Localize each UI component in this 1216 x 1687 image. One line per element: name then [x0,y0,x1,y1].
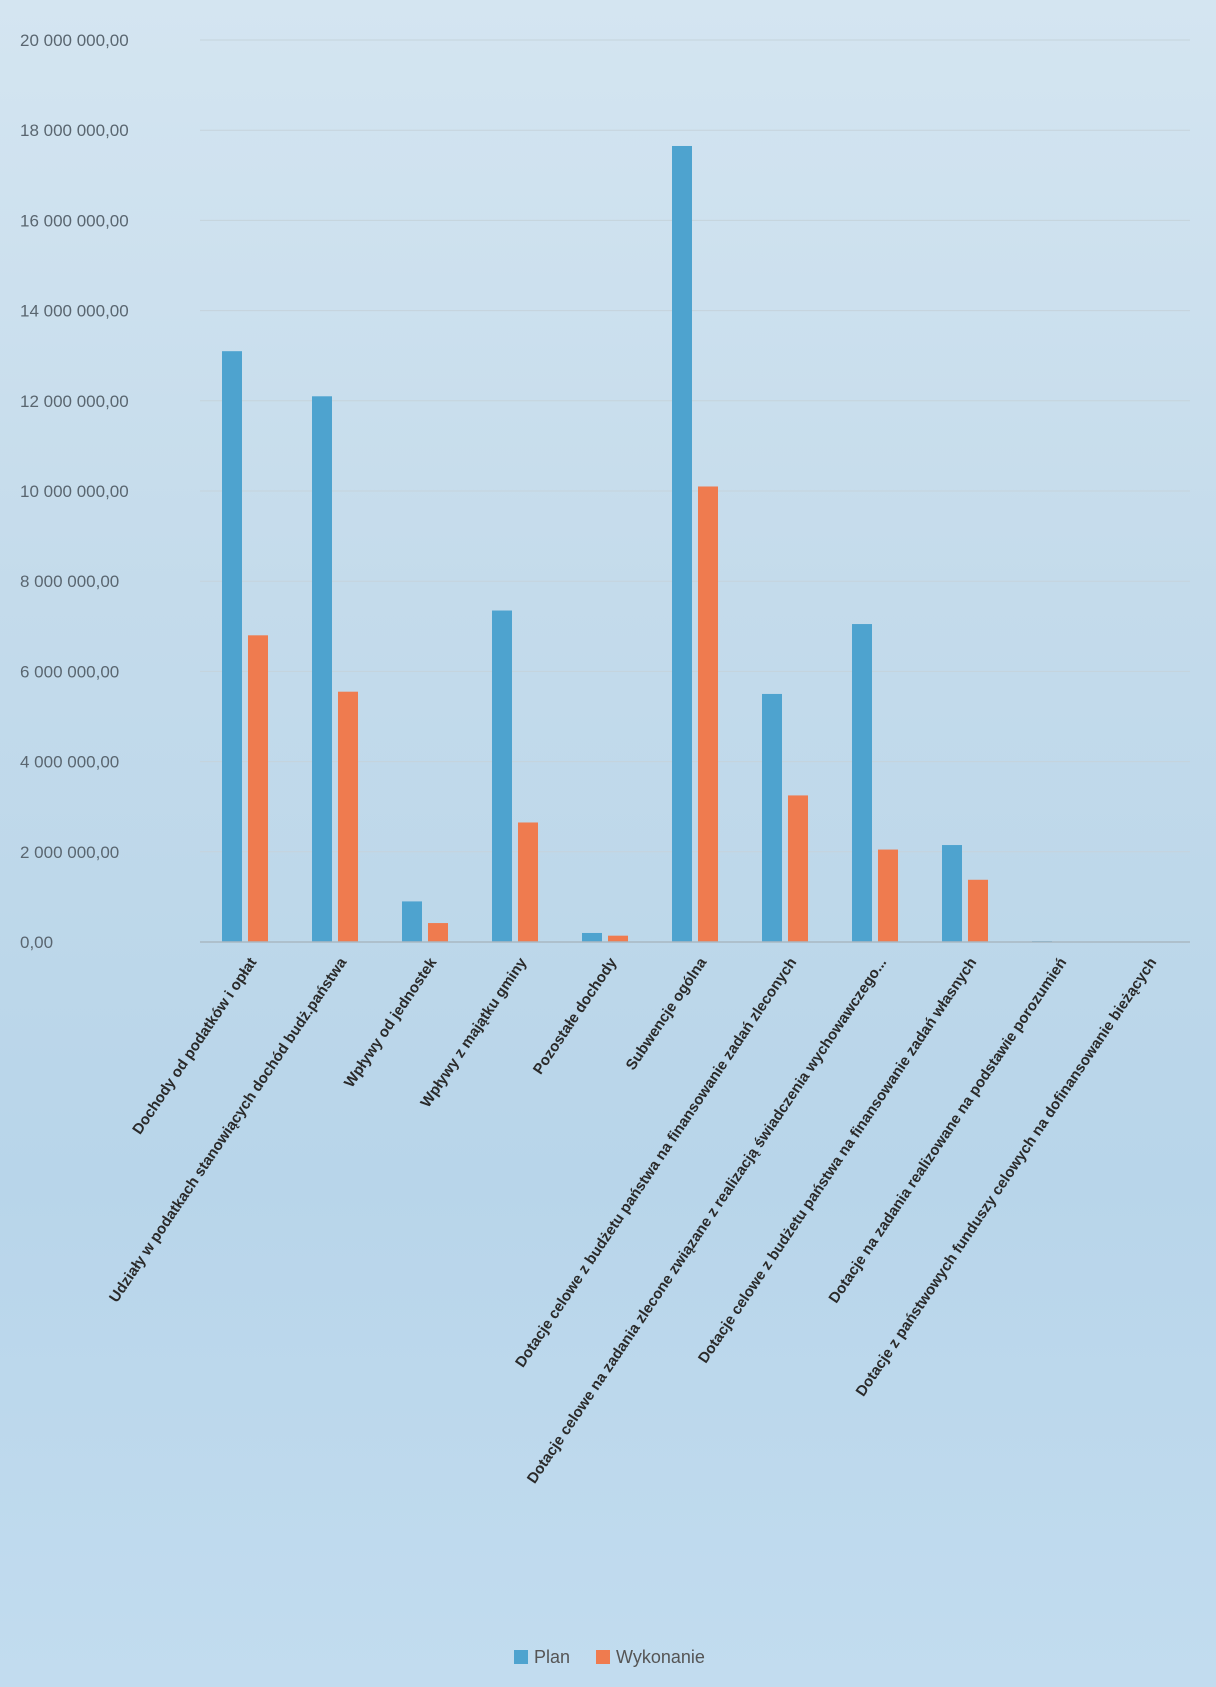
bar-plan [402,901,422,942]
y-tick-label: 6 000 000,00 [20,662,119,681]
bar-wykonanie [428,923,448,942]
x-category-label: Wpływy z majątku gminy [417,954,530,1111]
bar-wykonanie [698,486,718,942]
y-tick-label: 20 000 000,00 [20,31,129,50]
bar-wykonanie [518,822,538,942]
y-tick-label: 16 000 000,00 [20,211,129,230]
y-tick-label: 2 000 000,00 [20,843,119,862]
x-category-label: Subwencje ogólna [623,954,711,1073]
bar-wykonanie [608,935,628,942]
bar-wykonanie [968,879,988,942]
gridlines [200,39,1190,853]
x-category-label: Dotacje z państwowych funduszy celowych … [853,955,1161,1400]
bar-wykonanie [878,849,898,942]
bar-wykonanie [788,795,808,942]
legend: Plan Wykonanie [514,1647,705,1667]
x-category-label: Pozostałe dochody [530,954,621,1077]
bar-plan [312,396,332,942]
bar-wykonanie [338,691,358,942]
y-tick-label: 12 000 000,00 [20,392,129,411]
legend-label-plan: Plan [534,1647,570,1667]
legend-swatch-plan [514,1650,528,1664]
y-tick-label: 14 000 000,00 [20,302,129,321]
legend-label-wykonanie: Wykonanie [616,1647,705,1667]
bar-plan [762,693,782,942]
y-tick-label: 10 000 000,00 [20,482,129,501]
y-tick-label: 4 000 000,00 [20,753,119,772]
bar-plan [222,351,242,942]
bar-wykonanie [248,635,268,942]
bars [222,145,1052,943]
bar-plan [582,932,602,942]
y-tick-label: 0,00 [20,933,53,952]
x-category-label: Dotacje celowe na zadania zlecone związa… [524,955,891,1487]
x-category-label: Wpływy od jednostek [341,954,441,1090]
y-tick-label: 8 000 000,00 [20,572,119,591]
legend-swatch-wykonanie [596,1650,610,1664]
bar-plan [852,624,872,942]
bar-plan [672,145,692,943]
y-tick-label: 18 000 000,00 [20,121,129,140]
y-axis-tick-labels: 0,00 2 000 000,00 4 000 000,00 6 000 000,00… [20,31,129,952]
bar-plan [492,610,512,942]
bar-plan [942,845,962,942]
